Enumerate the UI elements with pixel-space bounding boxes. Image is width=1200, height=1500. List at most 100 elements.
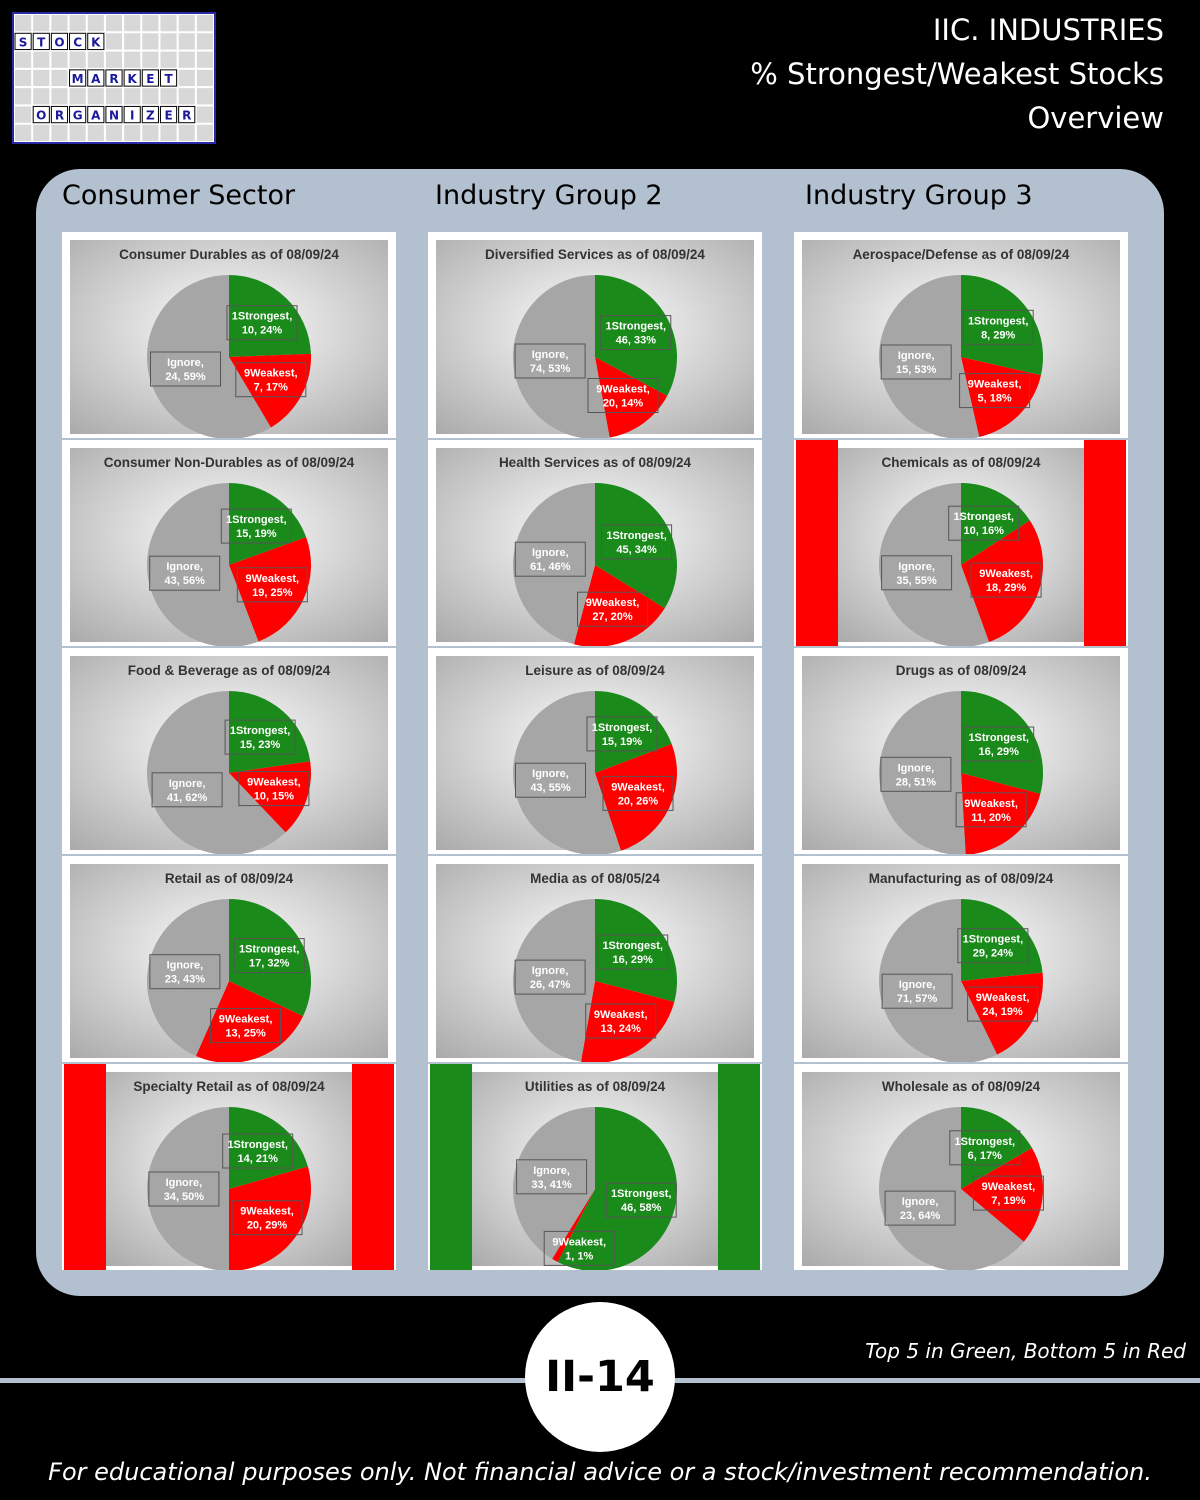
pie-slice-strongest <box>961 275 1043 376</box>
data-label-box <box>970 562 1042 598</box>
pie-chart: Health Services as of 08/09/24 1Strongest… <box>436 448 754 646</box>
data-label-ignore: Ignore, 23, 43% <box>165 960 206 986</box>
pie-chart: Media as of 08/05/24 1Strongest, 16, 29% 9W… <box>436 864 754 1062</box>
data-label-weakest: 9Weakest, 19, 25% <box>245 573 299 599</box>
logo-letter: I <box>130 109 134 123</box>
data-label-weakest: 9Weakest, 13, 24% <box>594 1009 648 1035</box>
data-label-ignore: Ignore, 35, 55% <box>896 561 937 587</box>
chart-title: Chemicals as of 08/09/24 <box>881 455 1041 470</box>
data-label-box <box>514 959 586 995</box>
pie-slice-ignore <box>147 1107 229 1270</box>
pie-slice-weakest <box>595 357 668 438</box>
data-label-weakest: 9Weakest, 13, 25% <box>219 1014 273 1040</box>
pie-slice-ignore <box>147 899 229 1057</box>
pie-slice-weakest <box>229 1166 311 1270</box>
data-label-box <box>226 305 298 341</box>
header-line-3: Overview <box>1027 101 1164 135</box>
pie-slice-strongest <box>595 899 678 1002</box>
pie-chart-card: Food & Beverage as of 08/09/24 1Strongest… <box>62 648 396 854</box>
pie-slice-strongest <box>595 275 678 396</box>
column-header-consumer-sector: Consumer Sector <box>62 180 296 211</box>
pie-chart-card: Aerospace/Defense as of 08/09/24 1Stronge… <box>794 232 1128 438</box>
data-label-box <box>949 1130 1021 1166</box>
pie-slice-strongest <box>595 483 678 609</box>
data-label-box <box>881 973 953 1009</box>
pie-chart-card: Media as of 08/05/24 1Strongest, 16, 29% 9W… <box>428 856 762 1062</box>
data-label-ignore: Ignore, 61, 46% <box>530 547 571 573</box>
pie-slice-strongest <box>961 691 1044 794</box>
chart-title: Diversified Services as of 08/09/24 <box>485 247 705 262</box>
data-label-box <box>235 362 307 398</box>
logo-letter: E <box>164 109 172 123</box>
logo-letter: T <box>37 35 46 49</box>
logo-letter: O <box>36 109 46 123</box>
data-label-box <box>955 792 1027 828</box>
logo-letter: N <box>109 109 119 123</box>
pie-chart: Diversified Services as of 08/09/24 1Stro… <box>436 240 754 438</box>
chart-title: Aerospace/Defense as of 08/09/24 <box>853 247 1070 262</box>
logo-letter: R <box>109 72 118 86</box>
data-label-box <box>516 1159 588 1195</box>
data-label-box <box>149 555 221 591</box>
logo-letter: A <box>91 72 101 86</box>
data-label-box <box>233 938 305 974</box>
pie-slice-strongest <box>557 1107 677 1270</box>
pie-slice-weakest <box>961 357 1041 437</box>
pie-slice-ignore <box>513 275 610 438</box>
pie-slice-ignore <box>512 899 595 1062</box>
highlight-bar-left <box>796 440 838 646</box>
page-number-badge: II-14 <box>525 1302 675 1452</box>
data-label-box <box>884 1190 956 1226</box>
pie-chart-card: Consumer Non-Durables as of 08/09/24 1Str… <box>62 440 396 646</box>
logo-letter: R <box>55 109 64 123</box>
logo-letter: T <box>164 72 173 86</box>
data-label-box <box>963 726 1035 762</box>
chart-title: Food & Beverage as of 08/09/24 <box>128 663 331 678</box>
data-label-box <box>220 508 292 544</box>
data-label-ignore: Ignore, 71, 57% <box>897 979 938 1005</box>
pie-chart: Retail as of 08/09/24 1Strongest, 17, 32% 9… <box>70 864 388 1062</box>
data-label-strongest: 1Strongest, 45, 34% <box>606 530 667 556</box>
pie-slice-strongest <box>229 691 311 773</box>
pie-slice-ignore <box>147 483 259 646</box>
pie-slice-weakest <box>195 981 304 1062</box>
data-label-box <box>222 1133 294 1169</box>
chart-title: Drugs as of 08/09/24 <box>896 663 1027 678</box>
pie-chart-card: Health Services as of 08/09/24 1Strongest… <box>428 440 762 646</box>
data-label-ignore: Ignore, 23, 64% <box>900 1196 941 1222</box>
data-label-box <box>587 378 659 413</box>
highlight-bar-left <box>430 1064 472 1270</box>
data-label-strongest: 1Strongest, 16, 29% <box>968 732 1029 758</box>
pie-slice-ignore <box>879 275 980 438</box>
data-label-weakest: 9Weakest, 20, 26% <box>611 781 665 807</box>
data-label-box <box>597 934 669 970</box>
pie-chart-card: Diversified Services as of 08/09/24 1Stro… <box>428 232 762 438</box>
pie-slice-ignore <box>879 1107 1024 1270</box>
pie-slice-weakest <box>229 353 311 428</box>
data-label-box <box>236 567 308 603</box>
column-header-industry-group-3: Industry Group 3 <box>805 180 1033 211</box>
data-label-box <box>957 928 1029 964</box>
chart-title: Consumer Non-Durables as of 08/09/24 <box>104 455 355 470</box>
data-label-ignore: Ignore, 43, 56% <box>165 561 206 587</box>
data-label-box <box>600 315 672 351</box>
pie-chart: Consumer Durables as of 08/09/24 1Stronge… <box>70 240 388 438</box>
data-label-weakest: 9Weakest, 5, 18% <box>968 379 1022 405</box>
data-label-box <box>543 1230 615 1266</box>
data-label-box <box>880 344 952 380</box>
data-label-ignore: Ignore, 74, 53% <box>530 349 571 375</box>
stock-market-organizer-logo: S T O C KM A R K E TO R G A N I Z E R <box>12 12 216 144</box>
chart-title: Wholesale as of 08/09/24 <box>882 1079 1041 1094</box>
data-label-weakest: 9Weakest, 18, 29% <box>979 568 1033 594</box>
logo-letter: K <box>128 72 138 86</box>
data-label-box <box>210 1008 282 1044</box>
data-label-ignore: Ignore, 28, 51% <box>896 762 937 788</box>
header-line-1: IIC. INDUSTRIES <box>932 13 1164 47</box>
data-label-strongest: 1Strongest, 17, 32% <box>239 944 300 970</box>
logo-letter: M <box>72 72 84 86</box>
data-label-box <box>238 771 310 807</box>
data-label-box <box>881 555 953 591</box>
data-label-weakest: 9Weakest, 1, 1% <box>552 1236 606 1262</box>
pie-chart: Consumer Non-Durables as of 08/09/24 1Str… <box>70 448 388 646</box>
data-label-ignore: Ignore, 43, 55% <box>530 768 571 794</box>
